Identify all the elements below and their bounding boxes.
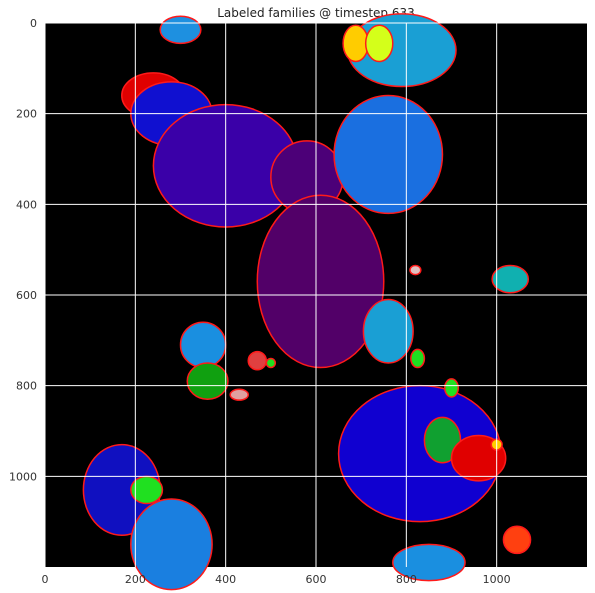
region-16 (229, 388, 249, 401)
x-tick-label: 0 (42, 573, 49, 586)
x-tick-label: 800 (396, 573, 417, 586)
x-tick-label: 200 (125, 573, 146, 586)
region-20 (410, 348, 426, 369)
x-tick-label: 400 (215, 573, 236, 586)
x-tick-label: 1000 (483, 573, 511, 586)
region-12 (179, 321, 227, 369)
region-18 (423, 416, 462, 464)
x-axis: 0 200 400 600 800 1000 (42, 573, 511, 586)
region-11 (491, 264, 530, 294)
region-0 (159, 15, 202, 45)
y-tick-label: 800 (16, 380, 37, 393)
region-24 (130, 498, 213, 591)
y-tick-label: 0 (30, 17, 37, 30)
region-26 (502, 525, 532, 555)
region-8 (333, 94, 444, 215)
region-3 (364, 24, 394, 63)
y-axis: 0 200 400 600 800 1000 (9, 17, 37, 483)
y-tick-label: 200 (16, 108, 37, 121)
x-tick-label: 600 (306, 573, 327, 586)
chart-title: Labeled families @ timestep 633 (217, 6, 415, 20)
y-tick-label: 1000 (9, 470, 37, 483)
y-tick-label: 400 (16, 198, 37, 211)
grid-layer (44, 22, 587, 567)
region-14 (247, 350, 268, 371)
region-27 (409, 264, 422, 276)
region-25 (392, 543, 466, 582)
region-9 (256, 194, 385, 369)
region-13 (186, 362, 229, 401)
plot-area (44, 13, 587, 591)
y-tick-label: 600 (16, 289, 37, 302)
region-15 (265, 357, 277, 369)
region-21 (443, 378, 460, 398)
region-2 (342, 24, 370, 63)
region-10 (362, 298, 414, 364)
